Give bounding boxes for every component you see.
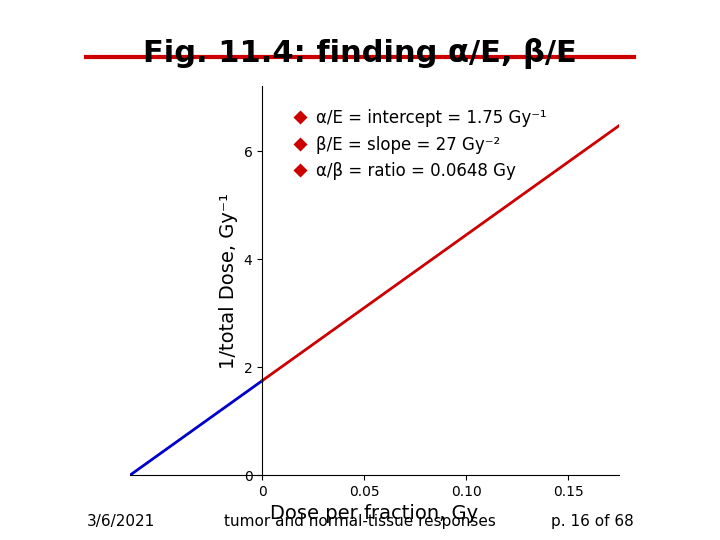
Text: Fig. 11.4: finding α/E, β/E: Fig. 11.4: finding α/E, β/E <box>143 38 577 69</box>
Text: 3/6/2021: 3/6/2021 <box>86 514 155 529</box>
Text: tumor and normal-tissue responses: tumor and normal-tissue responses <box>224 514 496 529</box>
Legend: α/E = intercept = 1.75 Gy⁻¹, β/E = slope = 27 Gy⁻², α/β = ratio = 0.0648 Gy: α/E = intercept = 1.75 Gy⁻¹, β/E = slope… <box>285 103 554 186</box>
Text: p. 16 of 68: p. 16 of 68 <box>551 514 634 529</box>
X-axis label: Dose per fraction, Gy: Dose per fraction, Gy <box>270 504 479 523</box>
Y-axis label: 1/total Dose, Gy⁻¹: 1/total Dose, Gy⁻¹ <box>219 193 238 369</box>
